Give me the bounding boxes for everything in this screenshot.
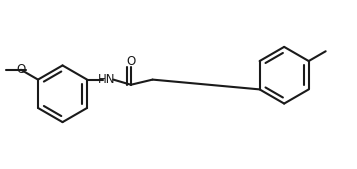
Text: HN: HN bbox=[98, 73, 115, 86]
Text: O: O bbox=[126, 55, 136, 68]
Text: O: O bbox=[16, 63, 26, 76]
